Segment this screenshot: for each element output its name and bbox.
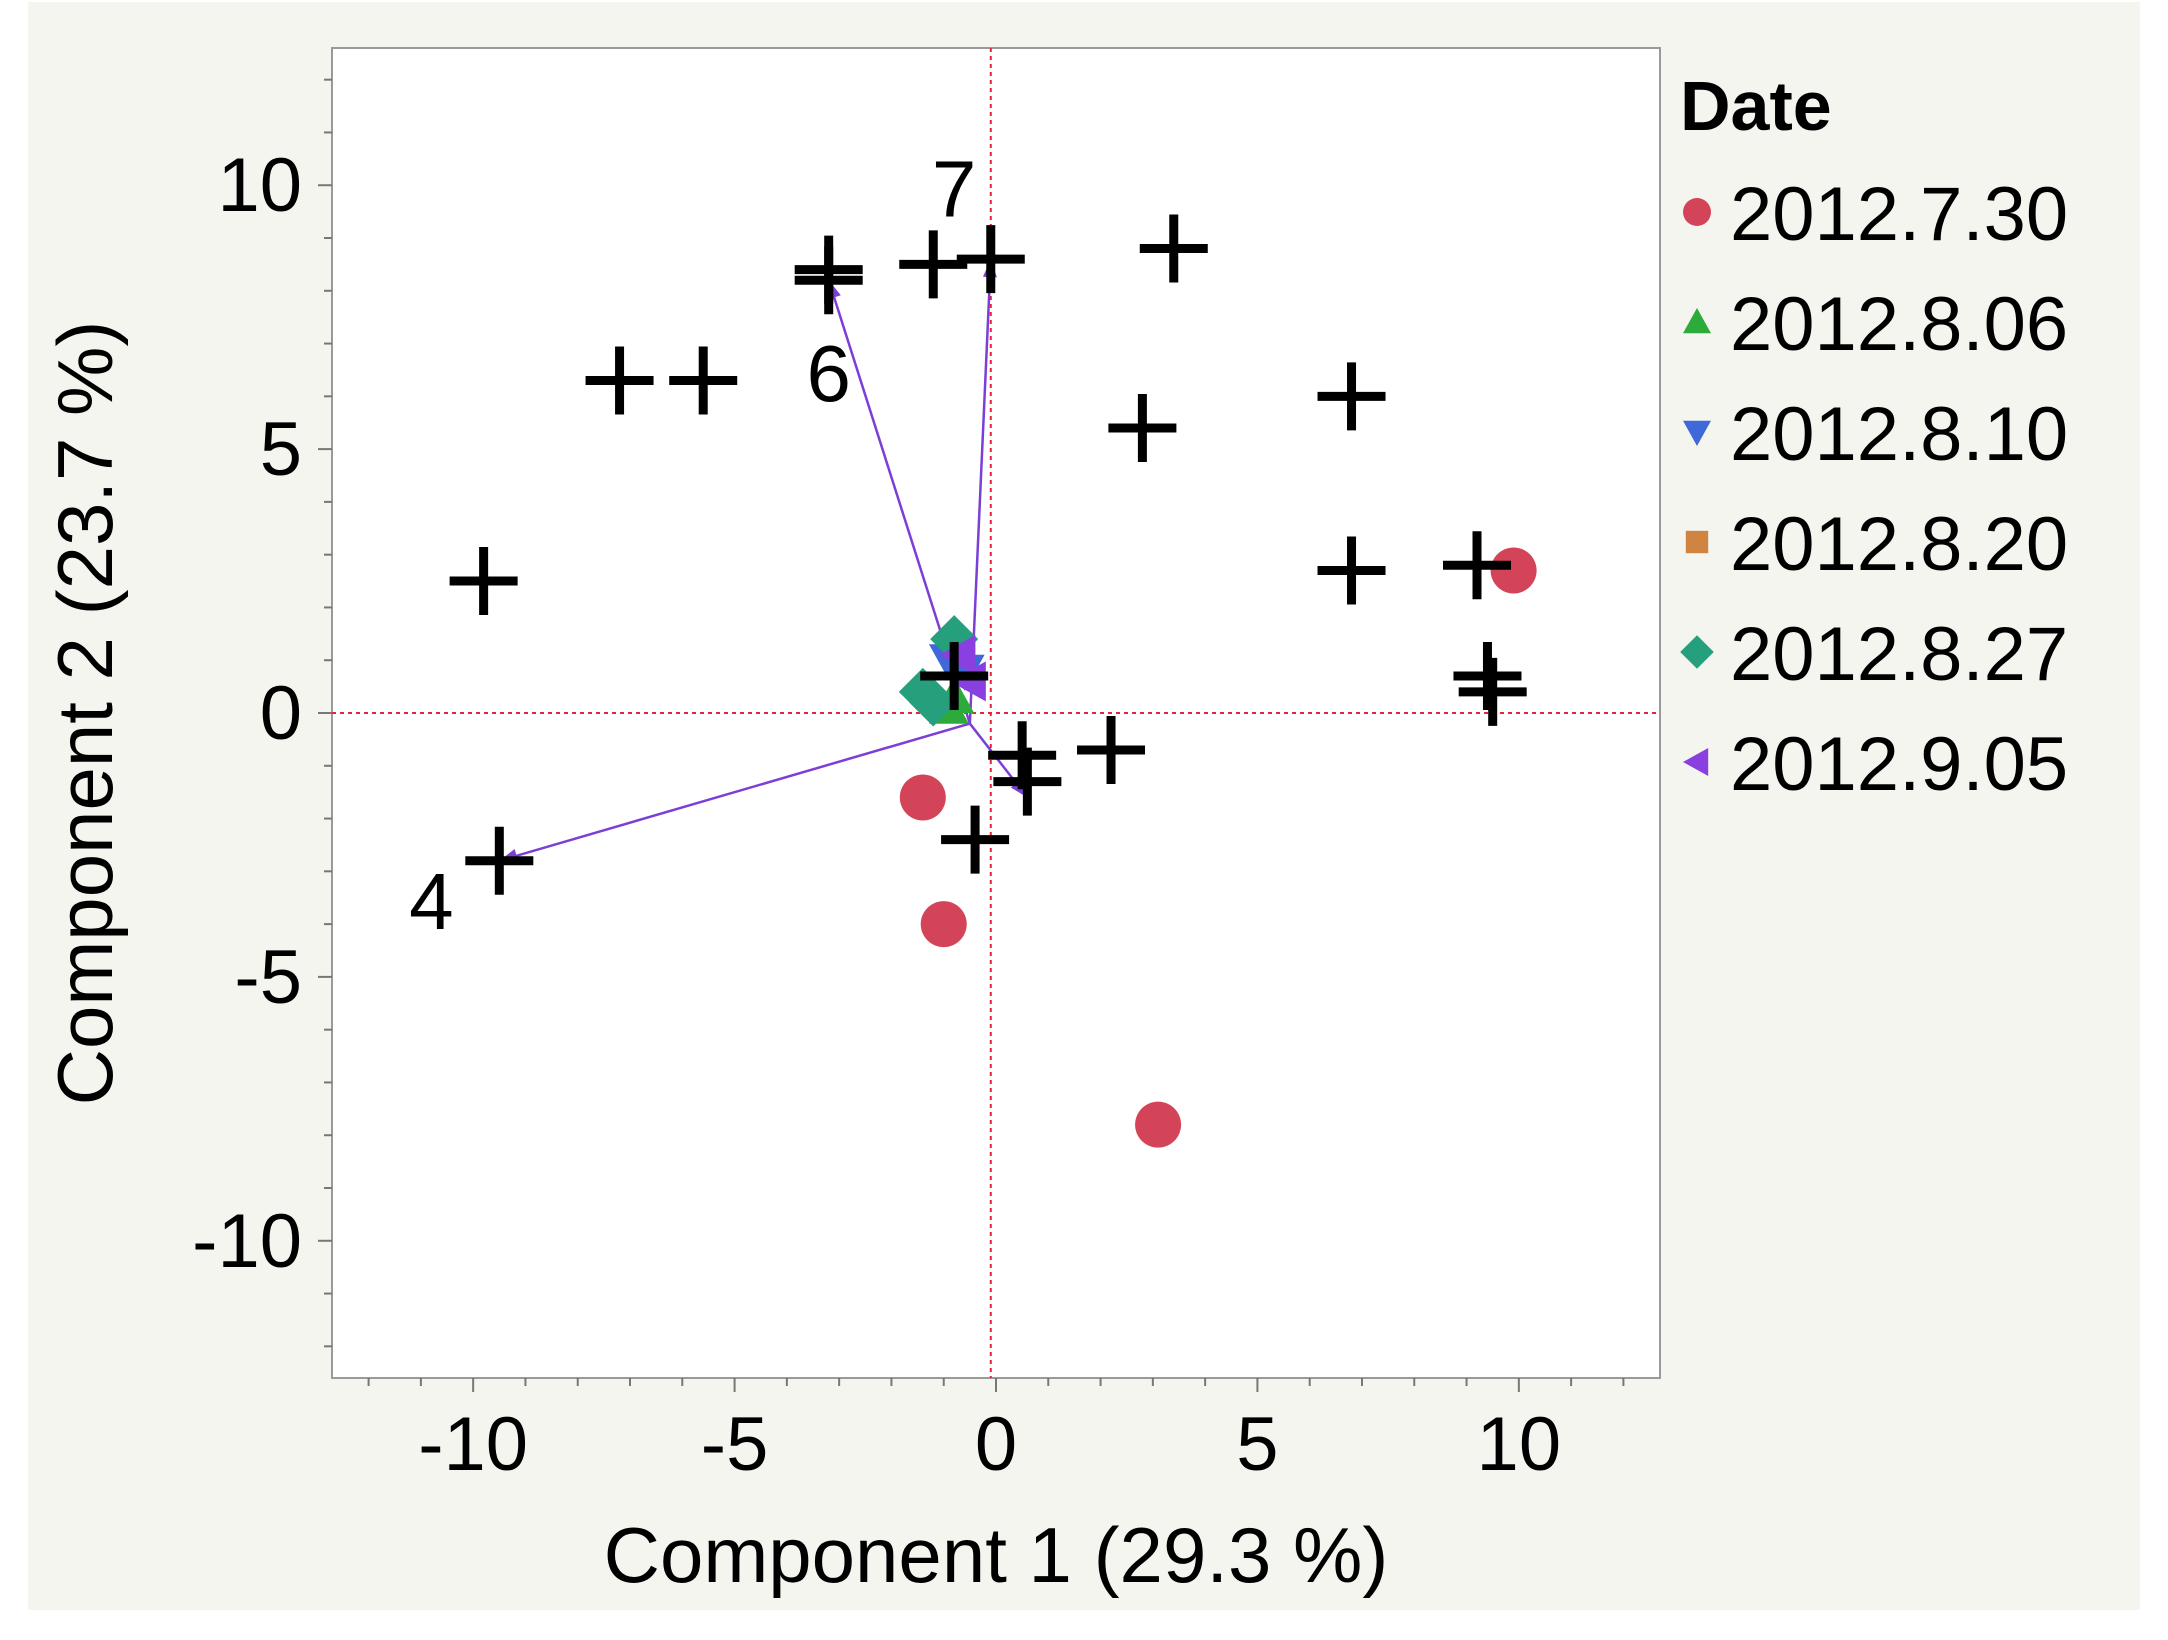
loading-plus-marker bbox=[1317, 362, 1386, 431]
score-point bbox=[909, 678, 958, 727]
x-tick-label: -5 bbox=[701, 1402, 769, 1487]
legend-label: 2012.7.30 bbox=[1730, 172, 2068, 257]
x-tick-label: 5 bbox=[1236, 1402, 1278, 1487]
annotations: 7 6 4 bbox=[409, 145, 976, 947]
legend-label: 2012.8.06 bbox=[1730, 282, 2068, 367]
loading-plus-marker bbox=[449, 547, 518, 616]
score-point bbox=[899, 774, 946, 821]
loading-plus-marker bbox=[1077, 715, 1146, 784]
loading-plus-marker bbox=[1458, 657, 1527, 726]
score-point bbox=[1490, 547, 1537, 594]
loading-plus-marker bbox=[899, 230, 968, 299]
loading-plus-marker bbox=[1139, 214, 1208, 283]
score-point bbox=[920, 901, 967, 948]
loading-plus-marker bbox=[1317, 536, 1386, 605]
point-label: 7 bbox=[932, 145, 977, 234]
point-label: 4 bbox=[409, 857, 454, 946]
legend-marker bbox=[1685, 530, 1709, 554]
y-tick-label: -10 bbox=[192, 1199, 302, 1284]
legend-label: 2012.8.20 bbox=[1730, 502, 2068, 587]
legend-marker bbox=[1680, 635, 1714, 669]
x-tick-label: 10 bbox=[1477, 1402, 1562, 1487]
legend-marker bbox=[1683, 748, 1709, 776]
y-tick-label: 0 bbox=[260, 671, 302, 756]
score-point bbox=[1135, 1101, 1182, 1148]
x-axis-label: Component 1 (29.3 %) bbox=[604, 1511, 1389, 1599]
loading-plus-marker bbox=[1453, 642, 1522, 711]
legend-marker bbox=[1683, 308, 1711, 334]
legend-marker bbox=[1683, 198, 1711, 226]
x-tick-label: -10 bbox=[418, 1402, 528, 1487]
loading-plus-marker bbox=[993, 747, 1062, 816]
y-tick-label: -5 bbox=[234, 935, 302, 1020]
reference-lines bbox=[332, 48, 1660, 1378]
legend: Date 2012.7.30 2012.8.06 2012.8.10 2012.8.2… bbox=[1680, 67, 2068, 807]
loading-plus-marker bbox=[585, 346, 654, 415]
loading-plus-marker bbox=[794, 246, 863, 315]
loading-plus-marker bbox=[920, 642, 989, 711]
loading-arrow bbox=[498, 722, 971, 862]
legend-title: Date bbox=[1680, 67, 1832, 145]
y-axis-label: Component 2 (23.7 %) bbox=[41, 321, 129, 1106]
point-label: 6 bbox=[806, 329, 851, 418]
legend-label: 2012.8.10 bbox=[1730, 392, 2068, 477]
x-tick-label: 0 bbox=[975, 1402, 1017, 1487]
axes: -10 -5 0 5 10 10 5 0 -5 -10 bbox=[192, 78, 1625, 1487]
loading-plus-marker bbox=[956, 225, 1025, 294]
y-tick-label: 10 bbox=[217, 143, 302, 228]
loading-plus-marker bbox=[1443, 531, 1512, 600]
y-tick-label: 5 bbox=[260, 407, 302, 492]
score-point bbox=[949, 661, 986, 702]
loading-plus-marker bbox=[1108, 394, 1177, 462]
loading-plus-marker bbox=[941, 805, 1010, 874]
loading-plus-marker bbox=[669, 346, 738, 415]
legend-label: 2012.9.05 bbox=[1730, 722, 2068, 807]
legend-label: 2012.8.27 bbox=[1730, 612, 2068, 697]
loading-plus-marker bbox=[465, 826, 534, 895]
legend-marker bbox=[1683, 420, 1711, 446]
loading-points bbox=[449, 214, 1527, 895]
